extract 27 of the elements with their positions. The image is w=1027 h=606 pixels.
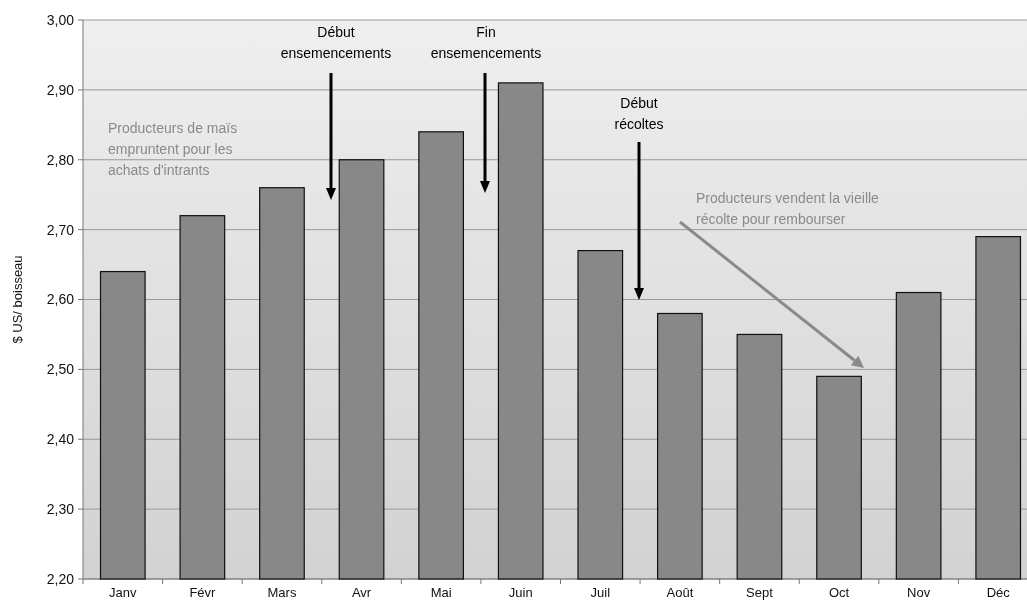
x-tick-label: Juin <box>508 585 533 600</box>
x-tick-label: Déc <box>986 585 1011 600</box>
annotation: Fin ensemencements <box>430 24 542 61</box>
y-tick-label: 2,50 <box>46 361 75 378</box>
x-tick-label: Août <box>666 585 694 600</box>
y-tick-label: 2,30 <box>46 501 75 518</box>
y-axis-title: $ US/ boisseau <box>10 255 25 344</box>
x-tick-label: Mars <box>267 585 297 600</box>
x-tick-label: Sept <box>746 585 774 600</box>
y-tick-label: 2,60 <box>46 291 75 308</box>
x-tick-label: Mai <box>430 585 452 600</box>
y-tick-label: 2,40 <box>46 431 75 448</box>
y-tick-label: 2,20 <box>46 570 75 587</box>
annotation: Producteurs de maïs empruntent pour les achats d'intrants <box>108 120 238 178</box>
y-tick-label: 3,00 <box>46 11 75 28</box>
annotation: Début récoltes <box>614 95 664 132</box>
annotation: Début ensemencements <box>280 24 392 61</box>
x-tick-label: Avr <box>351 585 372 600</box>
x-tick-label: Janv <box>109 585 138 600</box>
x-tick-label: Nov <box>907 585 931 600</box>
y-tick-label: 2,90 <box>46 81 75 98</box>
annotation: Producteurs vendent la vieille récolte pour rembourser <box>696 190 880 227</box>
x-tick-label: Févr <box>189 585 217 600</box>
y-tick-label: 2,70 <box>46 221 75 238</box>
y-tick-label: 2,80 <box>46 151 75 168</box>
x-tick-label: Juil <box>590 585 611 600</box>
x-tick-label: Oct <box>828 585 850 600</box>
